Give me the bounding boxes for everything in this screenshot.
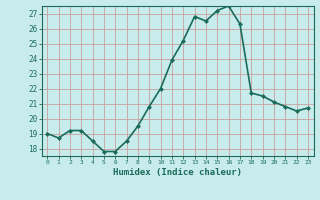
X-axis label: Humidex (Indice chaleur): Humidex (Indice chaleur) bbox=[113, 168, 242, 177]
